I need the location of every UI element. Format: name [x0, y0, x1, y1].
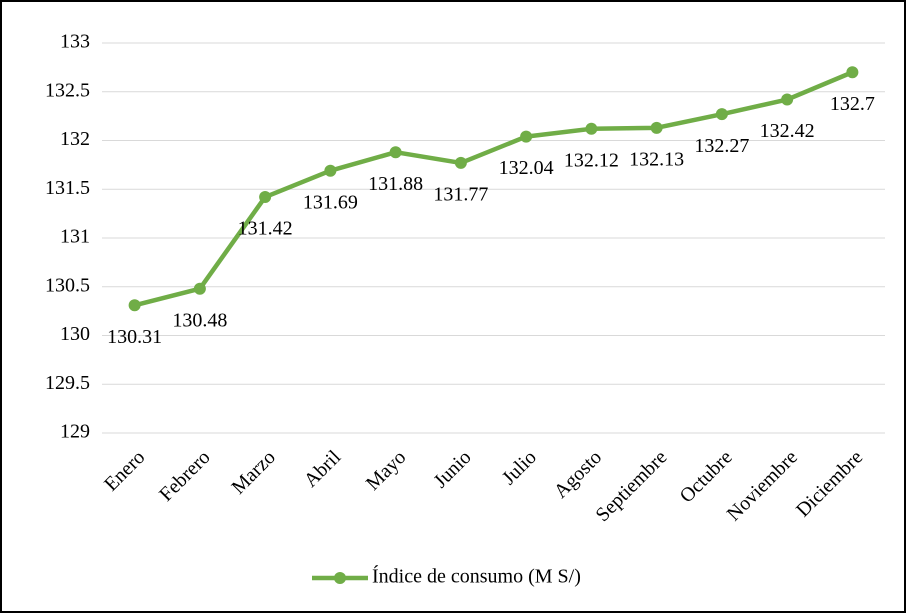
y-tick-label: 133 [60, 31, 90, 53]
data-label: 132.13 [629, 148, 684, 170]
y-tick-label: 129.5 [45, 372, 90, 394]
data-label: 132.7 [830, 93, 875, 115]
data-label: 131.42 [238, 218, 293, 240]
y-tick-label: 132.5 [45, 79, 90, 101]
y-tick-label: 132 [60, 128, 90, 150]
point [520, 130, 533, 143]
y-tick-label: 130 [60, 323, 90, 345]
point [585, 122, 598, 135]
legend-marker [334, 572, 346, 584]
point [193, 282, 206, 295]
data-label: 131.69 [303, 191, 358, 213]
point [846, 66, 859, 79]
data-label: 132.27 [694, 135, 749, 157]
point [324, 164, 337, 177]
data-label: 131.88 [368, 173, 423, 195]
data-label: 132.04 [499, 157, 554, 179]
data-label: 132.42 [760, 120, 815, 142]
point [781, 93, 794, 106]
legend-label: Índice de consumo (M S/) [372, 565, 581, 588]
y-tick-label: 129 [60, 421, 90, 443]
point [715, 108, 728, 121]
data-label: 130.48 [172, 309, 227, 331]
data-label: 132.12 [564, 149, 619, 171]
data-label: 130.31 [107, 326, 162, 348]
point [128, 299, 141, 312]
point [389, 146, 402, 159]
y-tick-label: 131 [60, 226, 90, 248]
data-label: 131.77 [433, 184, 488, 206]
y-tick-label: 131.5 [45, 177, 90, 199]
point [454, 156, 467, 169]
series-line [134, 70, 854, 308]
point [259, 191, 272, 204]
point [650, 121, 663, 134]
y-tick-label: 130.5 [45, 274, 90, 296]
